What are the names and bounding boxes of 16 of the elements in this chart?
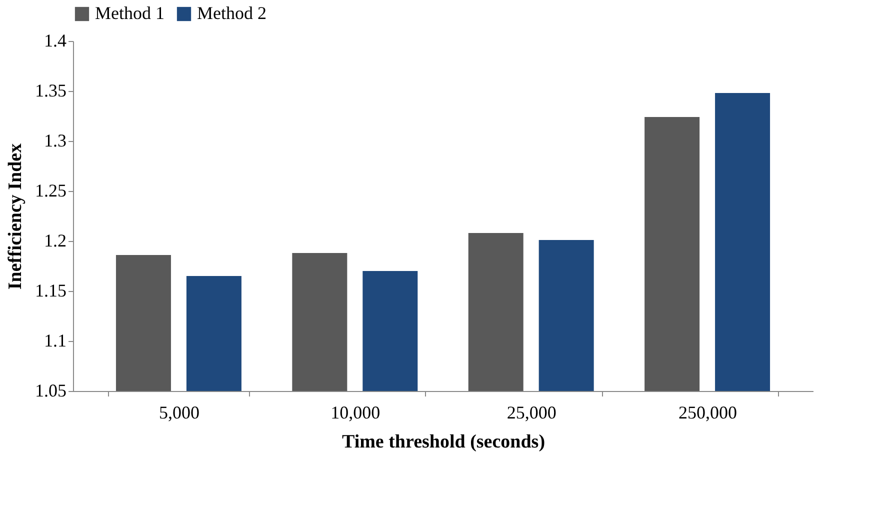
y-tick-label: 1.05 (35, 380, 66, 400)
x-tick-label: 10,000 (330, 402, 380, 422)
legend-label: Method 2 (197, 3, 266, 23)
y-tick-label: 1.35 (35, 80, 66, 100)
x-tick-label: 25,000 (506, 402, 556, 422)
y-tick-label: 1.1 (44, 330, 66, 350)
y-tick-label: 1.3 (44, 130, 66, 150)
y-tick-label: 1.4 (44, 30, 66, 50)
y-tick-label: 1.15 (35, 280, 66, 300)
legend-label: Method 1 (95, 3, 164, 23)
y-axis-title: Inefficiency Index (5, 142, 26, 290)
x-tick-label: 250,000 (678, 402, 738, 422)
y-tick-label: 1.25 (35, 180, 66, 200)
x-axis-title: Time threshold (seconds) (342, 432, 546, 452)
y-tick-label: 1.2 (44, 230, 66, 250)
x-tick-label: 5,000 (158, 402, 200, 422)
